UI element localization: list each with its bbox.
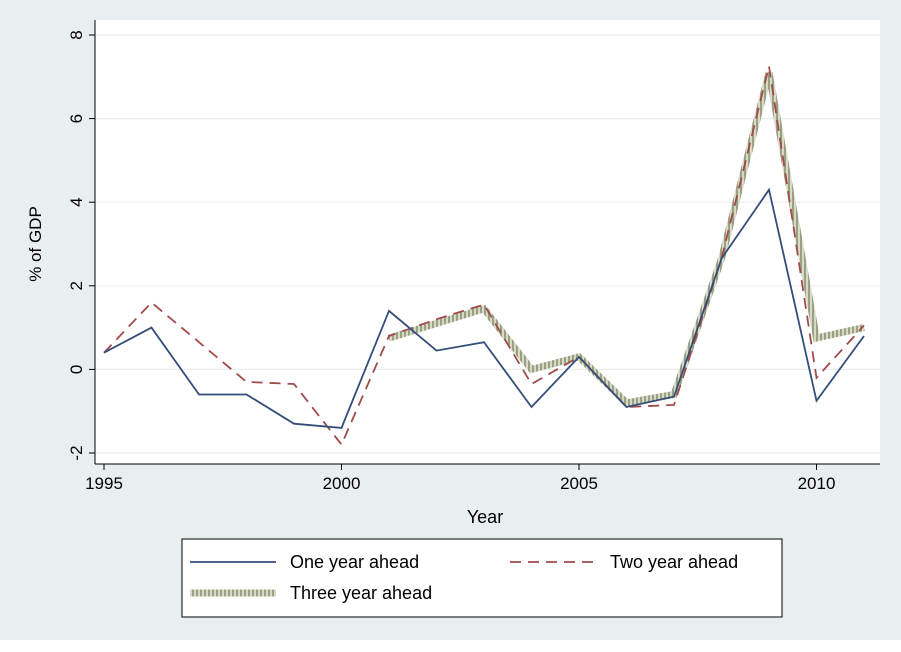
y-tick-label: 4 — [67, 197, 86, 206]
y-tick-label: 2 — [67, 281, 86, 290]
legend-label-one-year-ahead: One year ahead — [290, 552, 419, 572]
y-tick-label: -2 — [67, 445, 86, 460]
series-line-one-year-ahead — [103, 187, 865, 429]
x-axis-label: Year — [467, 507, 503, 527]
legend-label-three-year-ahead: Three year ahead — [290, 583, 432, 603]
x-tick-label: 2005 — [560, 474, 598, 493]
data-series — [103, 66, 865, 447]
axes: -2 0 2 4 6 8 1995 2000 2005 2010 — [67, 20, 880, 493]
series-line-three-year-ahead — [387, 71, 865, 407]
x-tick-label: 2000 — [323, 474, 361, 493]
y-tick-label: 8 — [67, 30, 86, 39]
y-tick-label: 0 — [67, 365, 86, 374]
gridlines — [95, 34, 880, 454]
plot-area — [95, 20, 880, 464]
legend-box — [181, 538, 783, 618]
x-tick-label: 1995 — [85, 474, 123, 493]
y-tick-label: 6 — [67, 114, 86, 123]
legend-label-two-year-ahead: Two year ahead — [610, 552, 738, 572]
y-axis-label: % of GDP — [26, 206, 45, 282]
legend: One year ahead Two year ahead Three year a… — [181, 538, 783, 618]
series-line-two-year-ahead — [103, 66, 865, 447]
x-tick-label: 2010 — [798, 474, 836, 493]
